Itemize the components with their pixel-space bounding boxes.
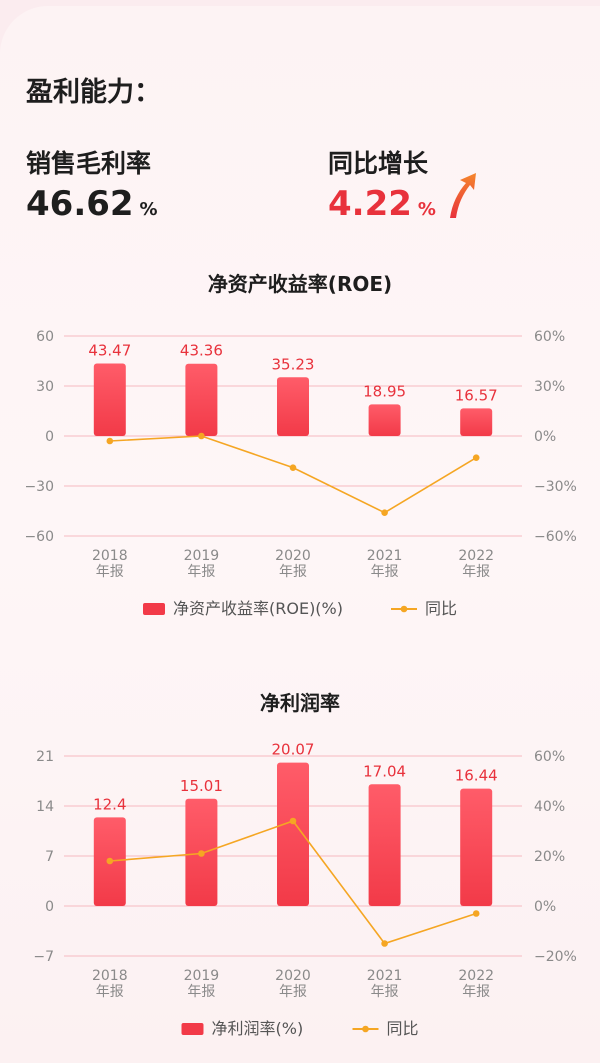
x-tick-year: 2022	[458, 548, 494, 564]
legend-line-marker	[362, 1025, 369, 1033]
section-title: 盈利能力：	[26, 77, 161, 108]
bar-value-label: 12.4	[93, 795, 126, 813]
yoy-growth-value: 4.22%	[328, 184, 436, 224]
roe-chart: 60 60% 30 30% 0 0% −30 −30% −60 −60% 43.47 43.36 35.…	[24, 329, 577, 618]
left-axis-tick: 0	[45, 429, 54, 445]
x-tick-suffix: 年报	[371, 984, 399, 1000]
yoy-line	[109, 435, 477, 514]
gross-margin-number: 46.62	[26, 184, 134, 224]
x-tick-year: 2019	[184, 548, 220, 564]
net-margin-chart: 21 60% 14 40% 7 20% 0 0% −7 −20% 12.4 15.01 20.07 17.…	[33, 741, 577, 1038]
right-axis-tick: 60%	[534, 749, 565, 765]
bar-value-label: 35.23	[272, 355, 315, 373]
legend-line-label: 同比	[387, 1019, 419, 1038]
bar-value-label: 16.44	[455, 767, 498, 785]
right-axis-tick: 20%	[534, 849, 565, 865]
legend-bar-label: 净资产收益率(ROE)(%)	[173, 599, 343, 618]
x-tick-year: 2020	[275, 548, 311, 564]
yoy-point	[106, 437, 114, 445]
net-margin-chart-title: 净利润率	[260, 691, 340, 715]
left-axis-tick: 30	[36, 379, 54, 395]
bar	[277, 762, 309, 906]
left-axis-tick: 21	[36, 749, 54, 765]
legend-bar-swatch	[143, 603, 165, 615]
yoy-growth-label: 同比增长	[328, 149, 429, 178]
yoy-point	[289, 464, 297, 471]
bar	[185, 363, 218, 436]
right-axis-tick: 0%	[534, 429, 556, 445]
bar-value-label: 17.04	[363, 762, 406, 780]
yoy-point	[198, 850, 205, 857]
bar	[277, 377, 309, 436]
yoy-point	[106, 857, 114, 865]
left-axis-tick: 0	[45, 899, 54, 915]
left-axis-tick: −60	[24, 529, 54, 545]
yoy-point	[381, 940, 388, 947]
yoy-point	[472, 454, 480, 461]
bar-value-label: 16.57	[455, 386, 498, 404]
x-tick-suffix: 年报	[187, 984, 215, 1000]
bar	[368, 784, 401, 906]
yoy-point	[198, 432, 205, 440]
bar-value-label: 18.95	[363, 382, 406, 400]
legend-bar-label: 净利润率(%)	[212, 1019, 304, 1038]
bar-value-label: 20.07	[272, 741, 315, 759]
yoy-growth-unit: %	[417, 199, 436, 220]
legend-bar-swatch	[181, 1023, 204, 1035]
bar	[93, 363, 126, 436]
profitability-card: 盈利能力： 销售毛利率 46.62% 同比增长 4.22% 净资产收益率(ROE…	[0, 6, 600, 1063]
bar-value-label: 15.01	[180, 777, 223, 795]
yoy-growth-number: 4.22	[328, 184, 412, 224]
roe-chart-title: 净资产收益率(ROE)	[207, 272, 393, 296]
bar	[460, 788, 493, 906]
gross-margin-unit: %	[139, 199, 158, 220]
x-tick-suffix: 年报	[96, 564, 124, 580]
right-axis-tick: 30%	[534, 379, 565, 395]
left-axis-tick: 7	[45, 849, 54, 865]
yoy-point	[289, 817, 297, 825]
x-tick-year: 2020	[275, 968, 311, 984]
x-tick-suffix: 年报	[279, 984, 307, 1000]
x-tick-year: 2021	[367, 968, 403, 984]
x-tick-suffix: 年报	[462, 984, 490, 1000]
right-axis-tick: −60%	[534, 529, 577, 545]
yoy-point	[381, 509, 388, 516]
legend-line-label: 同比	[425, 599, 457, 618]
x-tick-suffix: 年报	[462, 564, 490, 580]
left-axis-tick: −7	[33, 949, 54, 965]
bar-value-label: 43.47	[88, 342, 131, 360]
right-axis-tick: 40%	[534, 799, 565, 815]
left-axis-tick: 14	[36, 799, 54, 815]
right-axis-tick: −20%	[534, 949, 577, 965]
x-tick-year: 2022	[458, 968, 494, 984]
right-axis-tick: −30%	[534, 479, 577, 495]
x-tick-year: 2019	[184, 968, 220, 984]
left-axis-tick: 60	[36, 329, 54, 345]
arrow-up-right-icon	[450, 173, 476, 218]
gross-margin-label: 销售毛利率	[26, 149, 152, 178]
bar-value-label: 43.36	[180, 342, 223, 360]
x-tick-year: 2021	[367, 548, 403, 564]
x-tick-suffix: 年报	[279, 564, 307, 580]
x-tick-year: 2018	[92, 548, 128, 564]
legend-line-marker	[400, 605, 408, 613]
gross-margin-value: 46.62%	[26, 184, 158, 224]
right-axis-tick: 60%	[534, 329, 565, 345]
right-axis-tick: 0%	[534, 899, 556, 915]
x-tick-suffix: 年报	[371, 564, 399, 580]
bar	[368, 404, 401, 436]
bar	[460, 408, 493, 436]
x-tick-suffix: 年报	[96, 984, 124, 1000]
x-tick-suffix: 年报	[187, 564, 215, 580]
left-axis-tick: −30	[24, 479, 54, 495]
x-tick-year: 2018	[92, 968, 128, 984]
yoy-point	[472, 910, 480, 917]
